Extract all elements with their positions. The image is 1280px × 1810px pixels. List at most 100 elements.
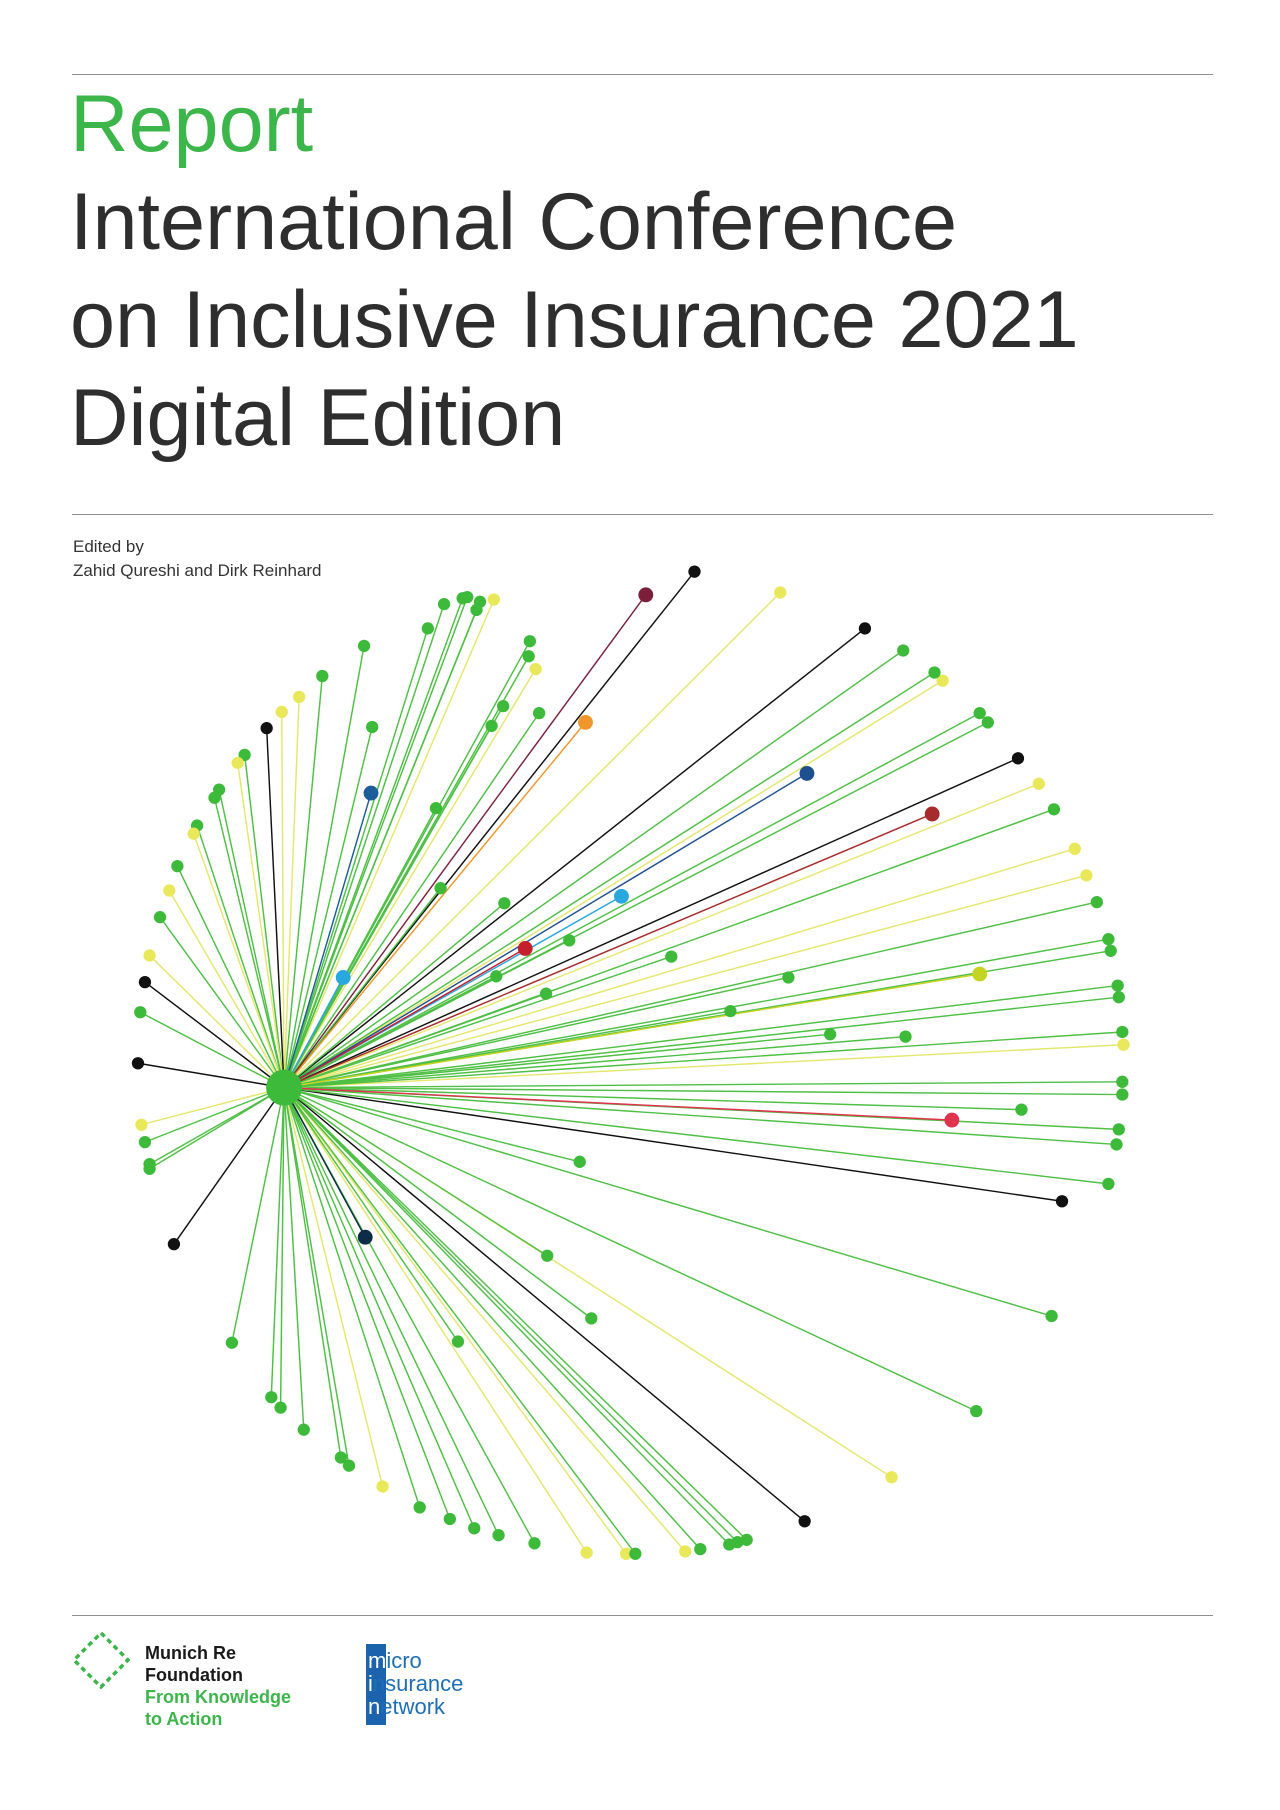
cover-title: Report International Conference on Inclu… <box>70 75 1079 467</box>
network-node <box>316 669 329 683</box>
network-node <box>131 1057 145 1070</box>
network-node <box>799 765 815 781</box>
network-node <box>143 1158 156 1171</box>
network-node <box>858 622 872 635</box>
network-edge <box>283 939 570 1089</box>
network-edge <box>284 1086 952 1121</box>
network-edge <box>137 1062 285 1089</box>
network-node <box>487 593 501 606</box>
network-node <box>1068 842 1081 855</box>
network-edge <box>283 640 531 1088</box>
network-edge <box>283 1087 384 1487</box>
network-edges <box>137 571 1124 1555</box>
network-node <box>376 1480 389 1493</box>
network-edge <box>283 984 1118 1089</box>
network-edge <box>283 783 1040 1089</box>
network-edge <box>283 1087 592 1319</box>
network-edge <box>283 1087 588 1553</box>
network-node <box>208 791 221 804</box>
network-edge <box>283 1087 421 1508</box>
network-node <box>265 1391 278 1404</box>
network-edge <box>283 1086 1063 1202</box>
network-node <box>1117 1038 1130 1051</box>
network-edge <box>243 754 285 1088</box>
network-edge <box>283 655 530 1088</box>
network-node <box>981 716 994 729</box>
network-node <box>573 1155 586 1168</box>
network-node <box>523 635 536 648</box>
network-node <box>171 860 184 873</box>
network-edge <box>283 627 866 1089</box>
network-edge <box>283 947 526 1089</box>
network-edge <box>283 726 373 1088</box>
network-node <box>421 622 434 635</box>
network-edge <box>283 874 1087 1089</box>
network-node <box>619 1547 633 1560</box>
network-node <box>614 888 629 904</box>
network-edge <box>283 1087 305 1430</box>
network-edge <box>149 954 285 1089</box>
network-node <box>798 1515 811 1528</box>
network-edge <box>283 599 495 1088</box>
microinsurance-network-logo: micro insurance network <box>368 1649 463 1718</box>
network-edge <box>283 721 587 1089</box>
network-edge <box>283 977 344 1088</box>
network-edge <box>283 1087 686 1552</box>
network-edge <box>176 865 285 1088</box>
network-edge <box>270 1087 285 1398</box>
network-node <box>1116 1075 1129 1088</box>
network-edge <box>283 1087 342 1458</box>
network-node <box>225 1336 239 1349</box>
network-edge <box>283 668 537 1088</box>
network-node <box>413 1501 426 1514</box>
network-node <box>973 706 986 720</box>
network-node <box>731 1536 744 1549</box>
network-edge <box>283 1087 730 1545</box>
network-edge <box>283 603 445 1088</box>
network-node <box>1090 895 1103 909</box>
network-edge <box>283 1086 977 1412</box>
editor-names: Zahid Qureshi and Dirk Reinhard <box>73 561 322 580</box>
network-edge <box>283 628 429 1088</box>
network-edge <box>283 792 372 1088</box>
network-node <box>187 827 200 840</box>
network-edge <box>283 1087 500 1536</box>
network-edge <box>283 649 904 1089</box>
network-edge <box>279 1087 285 1408</box>
network-edge <box>141 1086 285 1126</box>
network-node <box>924 806 940 822</box>
network-node <box>782 971 795 984</box>
min-word-3: network <box>368 1694 446 1719</box>
network-node <box>541 1249 554 1262</box>
network-edge <box>283 675 324 1088</box>
network-node <box>260 722 273 735</box>
network-edge <box>281 711 285 1088</box>
network-node <box>437 597 451 611</box>
network-edge <box>283 772 808 1089</box>
network-edge <box>283 1087 636 1555</box>
network-edge <box>283 1087 738 1543</box>
network-node <box>1015 1103 1028 1116</box>
network-node <box>1080 869 1093 882</box>
network-edge <box>283 571 696 1089</box>
network-edge <box>231 1087 285 1343</box>
network-node <box>138 1135 152 1149</box>
network-node <box>335 970 351 985</box>
network-edge <box>283 976 789 1089</box>
network-edge <box>283 887 442 1089</box>
network-node <box>497 699 510 713</box>
network-edge <box>283 596 468 1088</box>
network-node <box>143 1162 156 1175</box>
network-edge <box>283 1010 731 1089</box>
network-edge <box>283 895 622 1089</box>
network-node <box>665 950 678 963</box>
network-edge <box>283 813 933 1089</box>
network-node <box>1011 752 1025 765</box>
network-node <box>443 1512 457 1526</box>
network-node <box>1112 991 1125 1004</box>
network-node <box>485 719 498 733</box>
network-edge <box>196 825 285 1088</box>
edited-by-label: Edited by <box>73 537 144 556</box>
network-node <box>1032 777 1045 790</box>
network-edge <box>283 601 481 1088</box>
